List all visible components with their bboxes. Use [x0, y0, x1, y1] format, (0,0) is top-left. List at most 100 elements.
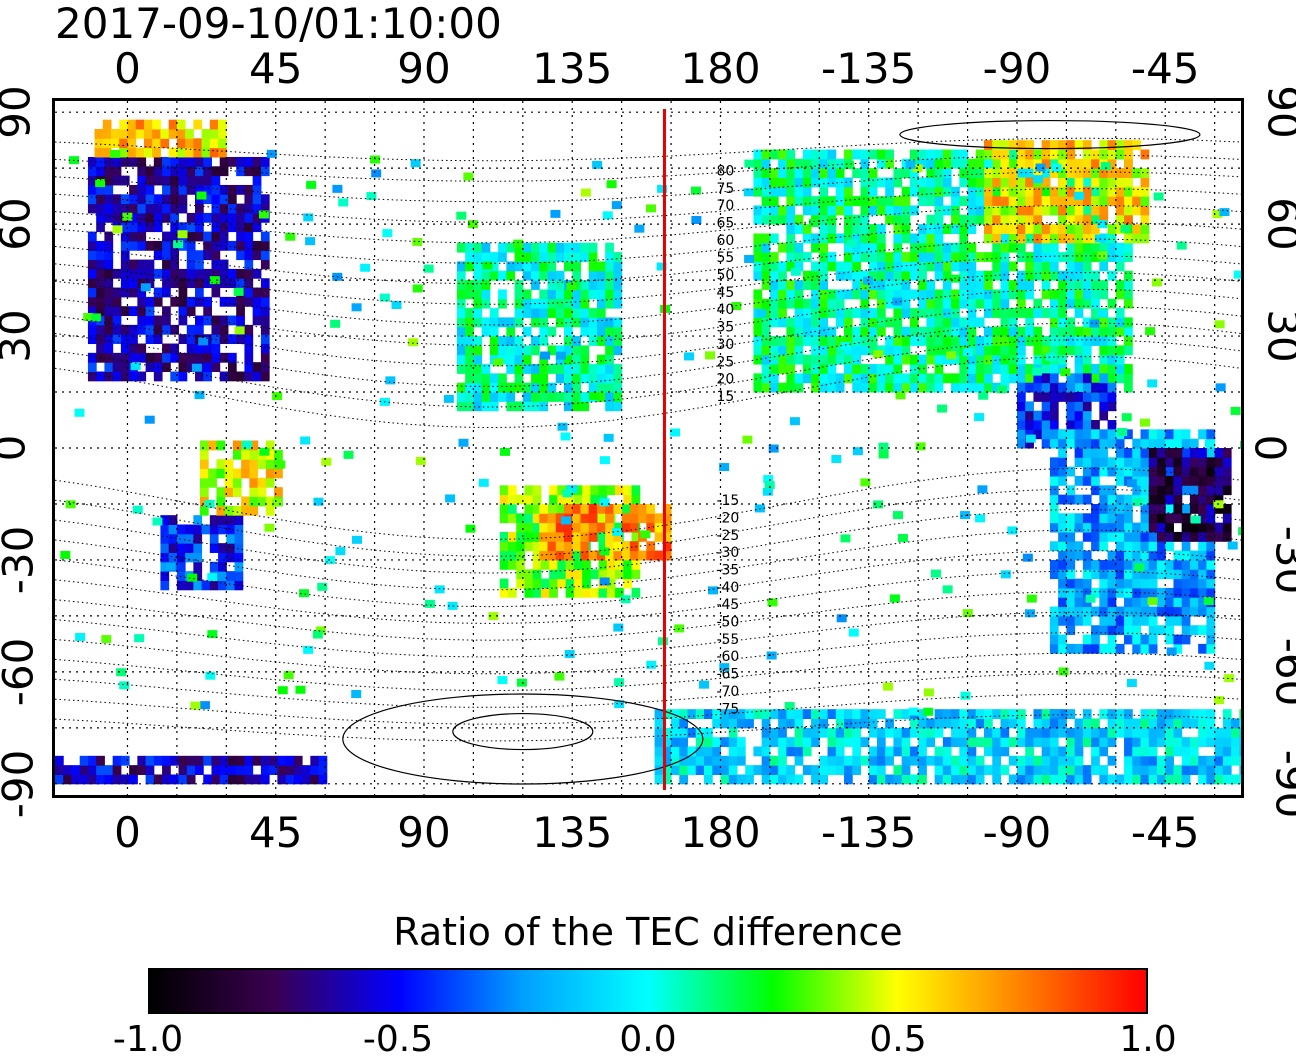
tec-cell	[1148, 727, 1158, 738]
tec-cell	[942, 354, 952, 365]
tec-cell	[1132, 578, 1142, 589]
map-panel[interactable]: 80 75 70 65 60 55 50 45 40 35 30 25 20 15 -15 -20 -25 -30…	[52, 98, 1244, 798]
tec-cell	[219, 231, 229, 242]
tec-cell	[819, 382, 829, 393]
tec-cell	[572, 531, 581, 542]
tec-cell	[1156, 569, 1166, 580]
tec-cell	[975, 298, 985, 309]
tec-cell	[563, 401, 573, 412]
tec-cell	[901, 261, 911, 272]
tec-cell	[1082, 765, 1092, 775]
tec-cell	[844, 364, 853, 374]
tec-cell	[1124, 466, 1133, 477]
tec-cell	[1049, 457, 1059, 468]
tec-cell	[1058, 280, 1067, 290]
tec-cell	[1115, 587, 1125, 598]
tec-cell	[507, 485, 517, 496]
tec-cell	[1156, 522, 1166, 533]
tec-cell	[203, 278, 212, 289]
colorbar-tick-label: 1.0	[1119, 1019, 1177, 1060]
tec-cell	[942, 336, 952, 346]
tec-cell	[942, 205, 952, 216]
tec-cell	[176, 571, 186, 581]
magnetic-contour	[899, 119, 1201, 150]
tec-cell	[1206, 559, 1216, 570]
tec-cell	[219, 212, 229, 223]
tec-cell	[87, 296, 97, 307]
tec-cell	[1074, 326, 1084, 337]
tec-cell	[1173, 643, 1183, 654]
tec-cell	[704, 746, 713, 757]
tec-cell	[199, 496, 209, 507]
tec-cell	[844, 727, 853, 738]
tec-cell	[186, 166, 196, 177]
tec-cell	[631, 587, 641, 598]
tec-cell	[860, 364, 870, 374]
tec-cell	[1156, 541, 1166, 552]
tec-cell	[794, 774, 804, 785]
tec-cell	[684, 352, 695, 361]
tec-cell	[227, 755, 237, 766]
tec-cell	[572, 364, 581, 374]
tec-cell	[1033, 214, 1043, 225]
tec-cell	[137, 352, 147, 363]
tec-cell	[112, 296, 122, 307]
tec-cell	[1198, 485, 1207, 496]
tec-cell	[876, 746, 886, 757]
tec-cell	[1140, 149, 1150, 160]
tec-cell	[193, 515, 203, 525]
tec-cell	[1008, 233, 1018, 244]
tec-cell	[532, 531, 542, 542]
tec-cell	[1074, 308, 1084, 318]
tec-cell	[1132, 569, 1142, 580]
tec-cell	[557, 559, 567, 570]
tec-cell	[596, 373, 606, 384]
tec-cell	[876, 364, 886, 374]
tec-cell	[547, 531, 557, 542]
tec-cell	[909, 364, 919, 374]
tec-cell	[893, 382, 903, 393]
tec-cell	[87, 194, 97, 205]
tec-cell	[522, 364, 532, 374]
magnetic-contour	[55, 673, 1241, 708]
tec-cell	[868, 765, 878, 775]
tec-cell	[1074, 522, 1084, 533]
tec-cell	[456, 211, 467, 220]
tec-cell	[560, 432, 571, 441]
tec-cell	[1025, 420, 1034, 430]
tec-cell	[753, 746, 763, 757]
tec-cell	[219, 156, 229, 167]
tec-cell	[120, 231, 130, 242]
tec-cell	[260, 259, 270, 270]
magnetic-contour	[55, 171, 1241, 203]
tec-cell	[1181, 634, 1191, 645]
tec-cell	[1041, 308, 1051, 318]
tec-cell	[1066, 326, 1076, 337]
tec-cell	[1189, 550, 1199, 561]
tec-cell	[87, 240, 97, 251]
tec-cell	[563, 252, 573, 262]
tec-cell	[549, 587, 558, 598]
tec-cell	[623, 578, 633, 589]
tec-cell	[827, 354, 837, 365]
tec-cell	[811, 774, 820, 785]
tec-cell	[1148, 466, 1158, 477]
tec-cell	[1099, 522, 1109, 533]
tec-cell	[769, 737, 779, 747]
tec-cell	[967, 242, 977, 253]
tec-cell	[162, 765, 171, 775]
tec-cell	[137, 371, 147, 382]
tec-cell	[629, 513, 639, 524]
tec-cell	[129, 278, 138, 289]
tec-cell	[1082, 186, 1092, 197]
tec-cell	[811, 765, 820, 775]
tec-cell	[992, 205, 1002, 216]
tec-cell	[219, 755, 229, 766]
tec-cell	[1156, 448, 1166, 458]
tec-cell	[1033, 345, 1043, 356]
tec-cell	[563, 550, 573, 561]
tec-cell	[211, 184, 221, 195]
tec-cell	[621, 513, 631, 524]
tec-cell	[827, 177, 837, 188]
tec-cell	[1099, 559, 1109, 570]
